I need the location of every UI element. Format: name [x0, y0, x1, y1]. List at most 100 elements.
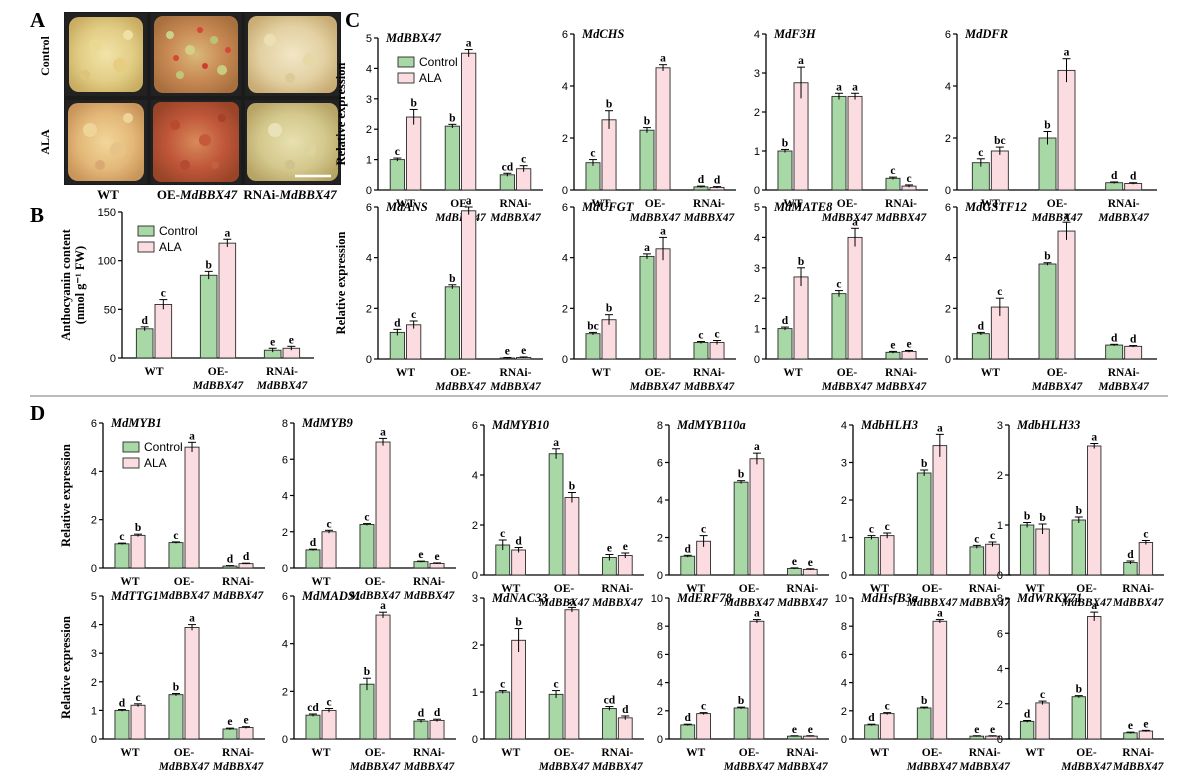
significance-letter: d — [714, 175, 721, 187]
chart-D9: 0 1 2 3 MdNAC33 c c cd b a d WT OE- MdBBX47 RNAi- MdBBX… — [472, 591, 644, 773]
chart-D12: 0 2 4 6 8 MdWRKY71 d b e c a e WT OE- MdBBX47 RNAi- MdBB… — [997, 591, 1165, 773]
bar-control — [444, 286, 460, 360]
x-tick-label-gene: MdBBX47 — [1031, 381, 1084, 393]
bar-ala — [238, 563, 254, 569]
x-tick-label-gene: MdBBX47 — [489, 381, 542, 393]
y-tick-label: 4 — [282, 639, 288, 651]
chart-C7: 0 1 2 3 4 5 MdMATE8 d c e b a e WT OE- MdBBX47 RNAi- MdBB… — [754, 200, 928, 393]
chart-title: MdHsfB3a — [860, 591, 918, 605]
x-tick-label: OE- — [450, 367, 471, 379]
significance-letter: a — [660, 225, 666, 237]
y-tick-label: 0 — [366, 354, 372, 366]
callus-photo-wt-control — [65, 13, 147, 96]
significance-letter: a — [660, 53, 666, 65]
y-tick-label: 2 — [472, 520, 478, 532]
x-tick-label-gene: MdBBX47 — [683, 212, 736, 224]
y-tick-label: 6 — [841, 649, 847, 661]
chart-title: MdCHS — [581, 27, 624, 41]
significance-letter: d — [782, 315, 789, 327]
y-tick-label: 0 — [841, 734, 847, 746]
significance-letter: e — [607, 543, 612, 555]
bar-control — [885, 177, 901, 191]
y-tick-label: 0 — [366, 185, 372, 197]
x-tick-label: RNAi- — [1108, 198, 1140, 210]
bar-ala — [375, 614, 391, 740]
y-tick-label: 6 — [366, 202, 372, 214]
genotype-label-wt: WT — [97, 187, 119, 202]
y-tick-label: 6 — [945, 202, 951, 214]
significance-letter: e — [434, 551, 439, 563]
x-tick-label-gene: MdBBX47 — [1097, 212, 1150, 224]
x-tick-label: OE- — [1047, 367, 1068, 379]
legend-label-control: Control — [159, 224, 198, 238]
bar-control — [548, 453, 564, 576]
significance-letter: c — [500, 528, 505, 540]
bar-control — [864, 537, 879, 576]
x-tick-label: RNAi- — [222, 576, 254, 588]
bar-control — [389, 159, 405, 191]
bar-ala — [429, 563, 445, 569]
significance-letter: c — [1040, 689, 1045, 701]
y-tick-label: 4 — [657, 495, 663, 507]
y-tick-label: 1 — [997, 520, 1003, 532]
x-tick-label-gene: MdBBX47 — [349, 590, 402, 602]
y-tick-label: 0 — [472, 734, 478, 746]
y-tick-label: 2 — [657, 533, 663, 545]
x-tick-label: RNAi- — [1122, 583, 1154, 595]
y-tick-label: 8 — [841, 621, 847, 633]
chart-D10: 0 2 4 6 8 10 MdERF78 d b e c a e WT OE- MdBBX47 RNAi- MdB… — [651, 591, 829, 773]
y-axis-label-unit: (nmol g⁻¹ FW) — [73, 246, 87, 324]
y-tick-label: 4 — [754, 29, 760, 41]
y-tick-label: 3 — [91, 648, 97, 660]
x-tick-label-gene: MdBBX47 — [1060, 597, 1113, 609]
row-label-control: Control — [38, 35, 52, 75]
significance-letter: a — [466, 38, 472, 50]
bar-control — [1071, 696, 1086, 740]
bar-ala — [130, 534, 146, 569]
chart-D8: 0 2 4 6 MdMADS1 cd b d c a d WT OE- MdBBX47 RNAi- MdBBX… — [282, 589, 456, 773]
x-tick-label: WT — [396, 367, 416, 379]
bar-ala — [184, 627, 200, 740]
x-tick-label: WT — [120, 747, 140, 759]
significance-letter: b — [1076, 505, 1082, 517]
bar-ala — [617, 555, 633, 576]
y-tick-label: 2 — [841, 495, 847, 507]
x-tick-label: OE- — [174, 747, 195, 759]
significance-letter: a — [380, 426, 386, 438]
y-tick-label: 8 — [657, 420, 663, 432]
chart-title: MdTTG1 — [110, 589, 159, 603]
chart-title: MdUFGT — [581, 200, 635, 214]
significance-letter: c — [869, 524, 874, 536]
bar-control — [305, 714, 321, 740]
bar-control — [916, 707, 932, 740]
x-tick-label-gene: MdBBX47 — [489, 212, 542, 224]
x-tick-label-gene: MdBBX47 — [434, 212, 487, 224]
significance-letter: a — [466, 195, 472, 207]
panel-letter-b: B — [30, 203, 44, 227]
significance-letter: a — [644, 242, 650, 254]
y-tick-label: 6 — [657, 458, 663, 470]
y-tick-label: 150 — [98, 207, 116, 219]
y-axis-label: Relative expression — [334, 232, 348, 335]
significance-letter: e — [990, 724, 995, 736]
significance-letter: b — [1039, 512, 1045, 524]
y-tick-label: 2 — [366, 124, 372, 136]
chart-title: MdGSTF12 — [964, 200, 1027, 214]
chart-D1: 0 2 4 6 MdMYB1 Relative expression c c d b a d WT OE-… — [59, 416, 265, 602]
x-tick-label: WT — [396, 198, 416, 210]
significance-letter: d — [1127, 549, 1134, 561]
significance-letter: a — [1091, 432, 1097, 444]
significance-letter: c — [364, 512, 369, 524]
chart-title: MdMYB10 — [491, 418, 550, 432]
bar-control — [135, 328, 154, 359]
significance-letter: c — [701, 524, 706, 536]
y-tick-label: 4 — [91, 620, 97, 632]
bar-ala — [617, 717, 633, 740]
y-tick-label: 6 — [562, 202, 568, 214]
chart-title: MdMATE8 — [773, 200, 833, 214]
significance-letter: b — [921, 695, 927, 707]
bar-ala — [375, 441, 391, 569]
y-tick-label: 2 — [754, 107, 760, 119]
y-tick-label: 0 — [91, 734, 97, 746]
